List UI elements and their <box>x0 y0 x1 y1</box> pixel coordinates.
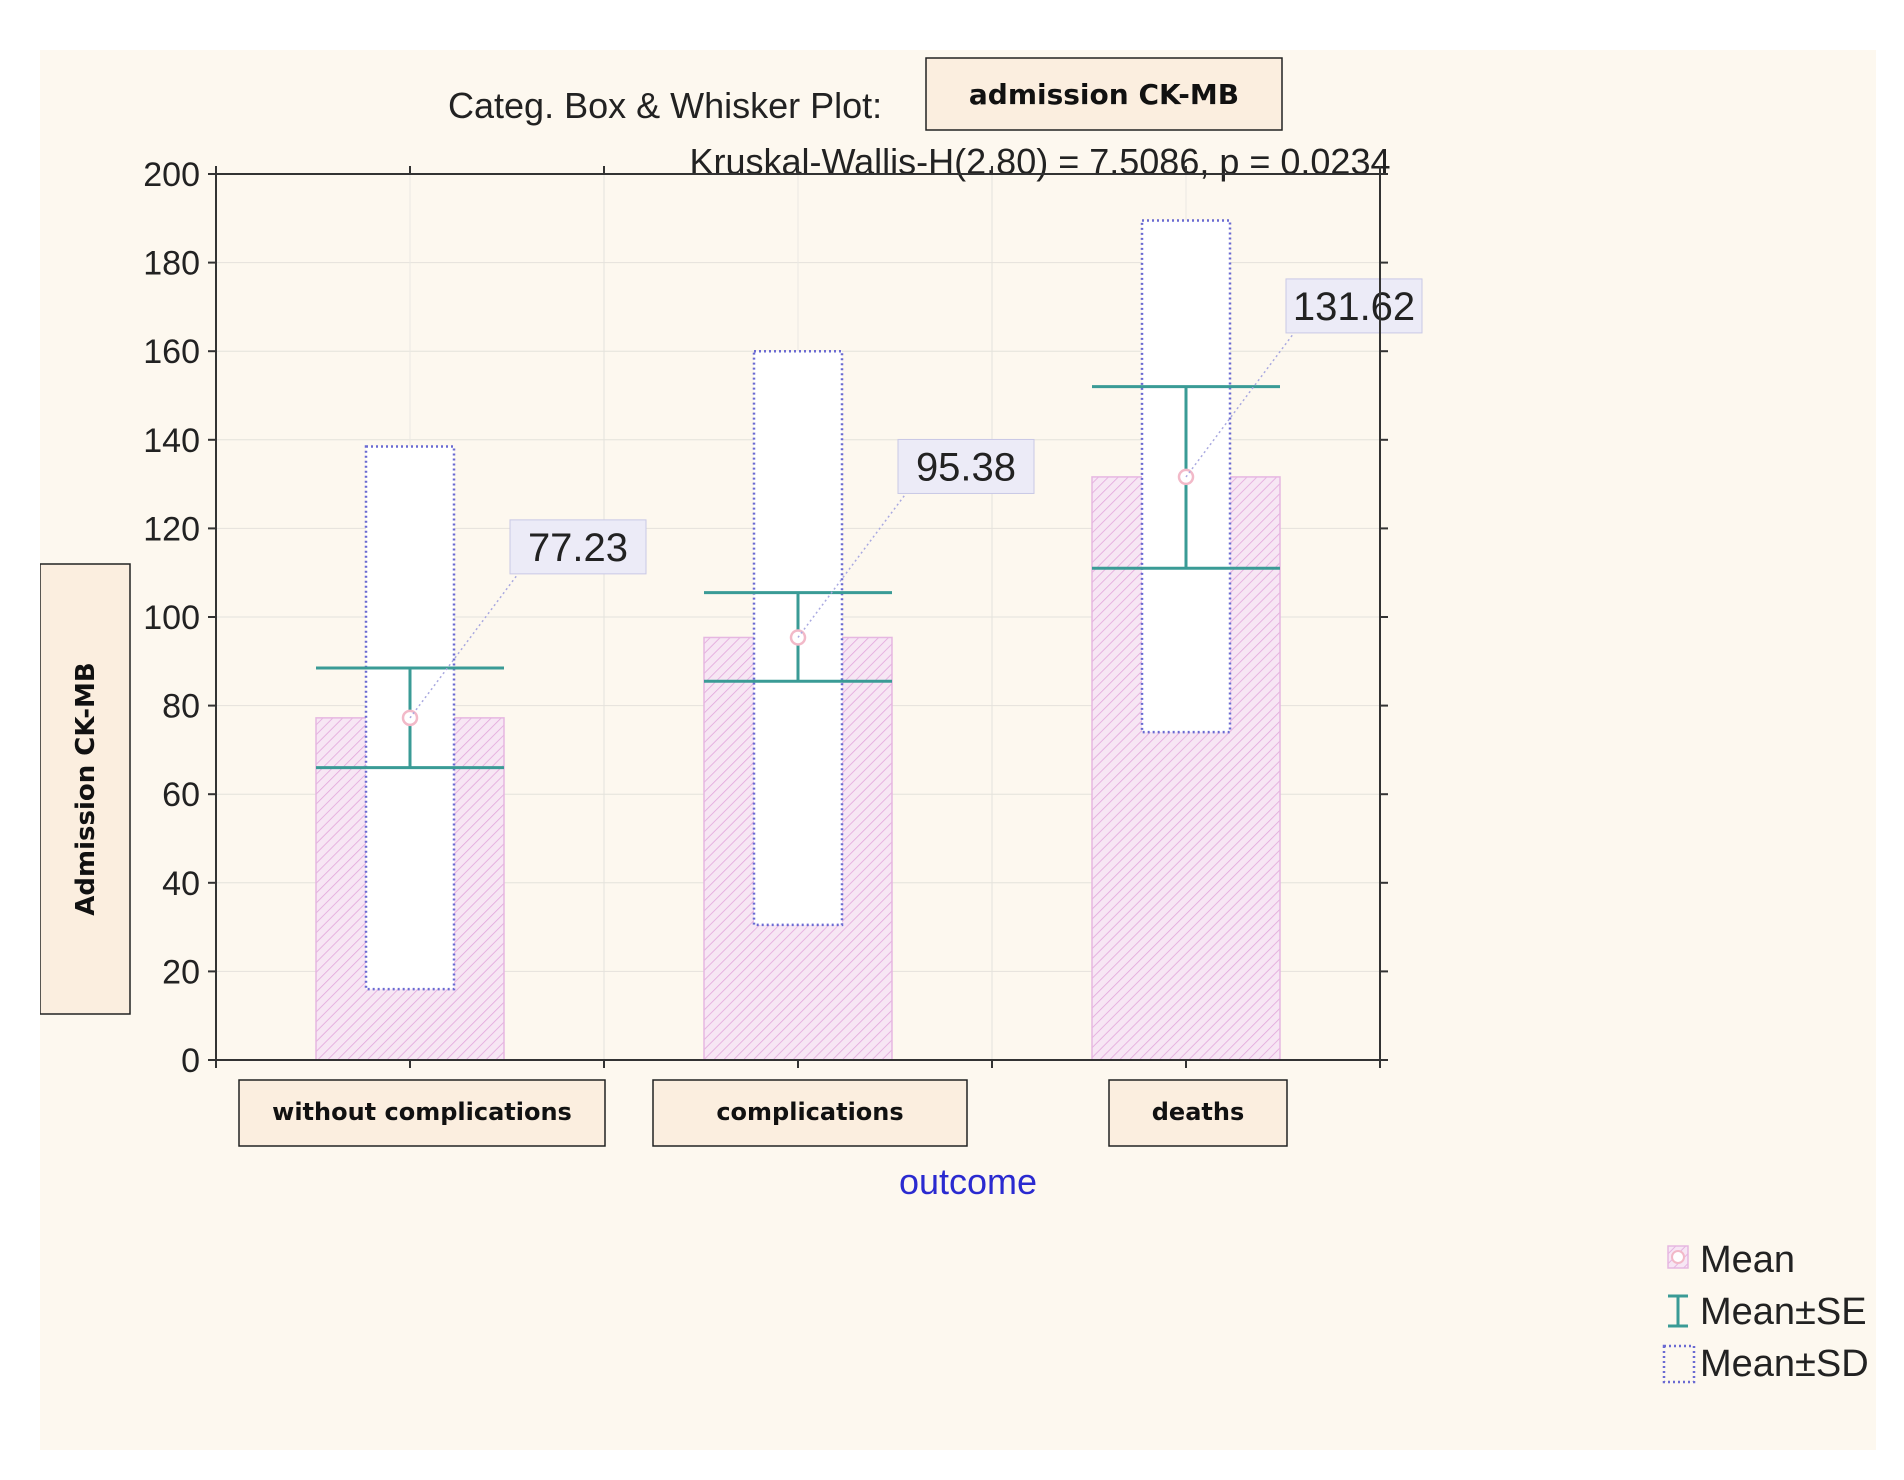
y-tick-label: 20 <box>162 953 200 991</box>
category-label-box <box>652 1079 968 1147</box>
y-tick-label: 40 <box>162 865 200 903</box>
y-tick-label: 140 <box>143 422 200 460</box>
legend-mean-marker <box>1671 1250 1685 1264</box>
legend: Mean Mean±SE Mean±SD <box>1662 1239 1869 1385</box>
category-label: without complications <box>272 1098 572 1126</box>
legend-sd-swatch <box>1662 1344 1696 1384</box>
y-tick-label: 0 <box>181 1042 200 1080</box>
y-axis-title: Admission CK-MB <box>71 662 101 915</box>
y-tick-label: 180 <box>143 245 200 283</box>
data-label: 77.23 <box>528 526 628 570</box>
box-whisker-chart: Categ. Box & Whisker Plot: admission CK-… <box>40 57 1869 1385</box>
data-label-leader <box>409 573 519 719</box>
y-tick-label: 200 <box>143 156 200 194</box>
category-label-box <box>1108 1079 1288 1147</box>
y-axis-title-box <box>40 563 131 1015</box>
data-label-box <box>509 519 647 575</box>
chart-figure: Categ. Box & Whisker Plot: admission CK-… <box>40 50 1876 1450</box>
category-label: complications <box>716 1098 903 1126</box>
data-label-leader <box>1185 332 1295 478</box>
title-variable-box <box>925 57 1283 131</box>
chart-title-variable: admission CK-MB <box>969 78 1239 111</box>
data-label: 95.38 <box>916 445 1016 489</box>
legend-mean-label: Mean <box>1700 1239 1795 1281</box>
legend-sd-label: Mean±SD <box>1700 1343 1869 1385</box>
y-tick-label: 160 <box>143 333 200 371</box>
category-label: deaths <box>1152 1098 1245 1126</box>
y-tick-label: 60 <box>162 776 200 814</box>
data-label-box <box>1285 278 1423 334</box>
y-tick-label: 100 <box>143 599 200 637</box>
data-label-box <box>897 438 1035 494</box>
chart-subtitle: Kruskal-Wallis-H(2.80) = 7.5086, p = 0.0… <box>689 141 1390 182</box>
data-label-leader <box>797 493 907 638</box>
legend-se-label: Mean±SE <box>1700 1291 1867 1333</box>
y-tick-label: 80 <box>162 688 200 726</box>
data-label: 131.62 <box>1293 285 1415 329</box>
x-axis-title: outcome <box>899 1161 1037 1202</box>
y-tick-label: 120 <box>143 510 200 548</box>
category-label-box <box>238 1079 606 1147</box>
chart-title-prefix: Categ. Box & Whisker Plot: <box>448 85 882 126</box>
